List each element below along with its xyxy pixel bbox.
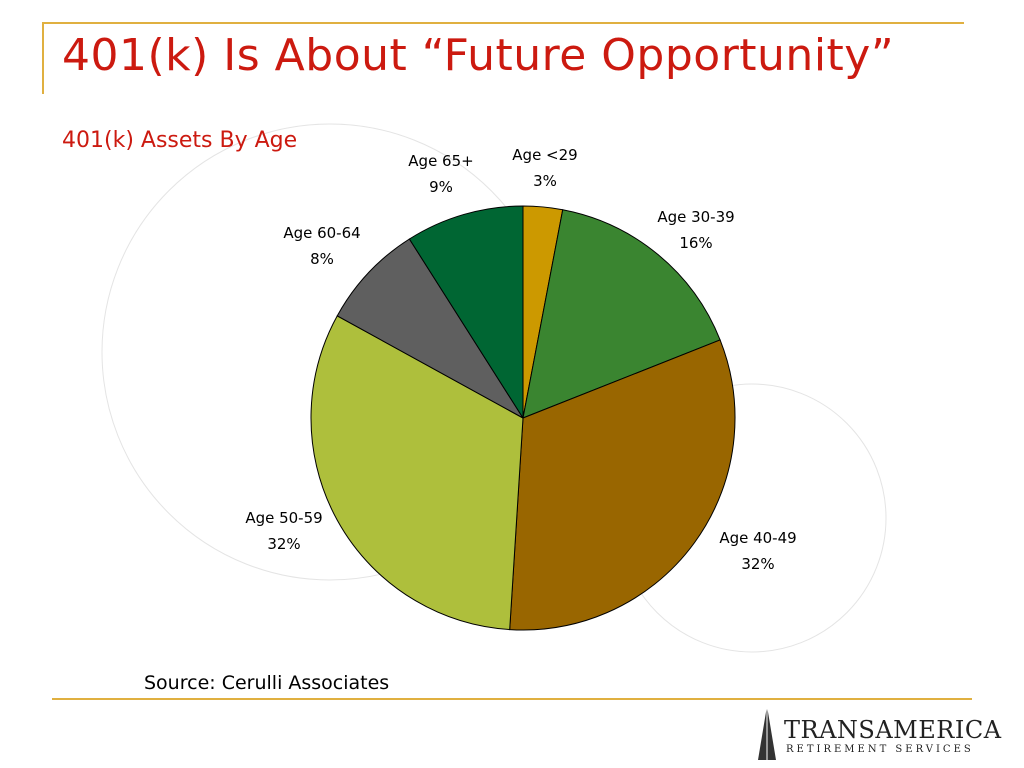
frame-line-left <box>42 22 44 94</box>
slice-value-label: 32% <box>267 535 300 553</box>
slice-label: Age <29 <box>512 146 577 164</box>
pie-slice-age-40-49 <box>509 339 736 631</box>
slice-value-label: 32% <box>741 555 774 573</box>
transamerica-logo: TRANSAMERICA RETIREMENT SERVICES <box>750 704 1001 764</box>
pie-slice-age-65- <box>408 205 524 420</box>
pie-slice-age-50-59 <box>310 315 524 631</box>
pie-slices <box>310 205 736 631</box>
pie-chart: Age <29 3% Age 30-39 16% Age 40-49 32% Age 50-… <box>101 123 887 653</box>
pyramid-icon <box>758 706 776 760</box>
slide-title: 401(k) Is About “Future Opportunity” <box>62 30 895 81</box>
frame-line-top <box>42 22 964 24</box>
logo-subtitle: RETIREMENT SERVICES <box>786 744 974 755</box>
slice-label: Age 30-39 <box>657 208 734 226</box>
slice-label: Age 40-49 <box>719 529 796 547</box>
slice-label: Age 65+ <box>408 152 473 170</box>
chart-title: 401(k) Assets By Age <box>62 128 298 153</box>
slice-value-label: 8% <box>310 250 334 268</box>
slice-value-label: 9% <box>429 178 453 196</box>
slice-label: Age 60-64 <box>283 224 360 242</box>
logo-wordmark: TRANSAMERICA <box>784 716 1002 744</box>
bottom-rule <box>52 698 972 700</box>
slice-value-label: 3% <box>533 172 557 190</box>
slice-value-label: 16% <box>679 234 712 252</box>
slice-label: Age 50-59 <box>245 509 322 527</box>
pie-slice-age-60-64 <box>336 238 524 419</box>
pie-labels: Age <29 3% Age 30-39 16% Age 40-49 32% Age 50-… <box>245 146 796 573</box>
pie-slice-age-30-39 <box>522 209 721 419</box>
source-note: Source: Cerulli Associates <box>144 672 390 694</box>
